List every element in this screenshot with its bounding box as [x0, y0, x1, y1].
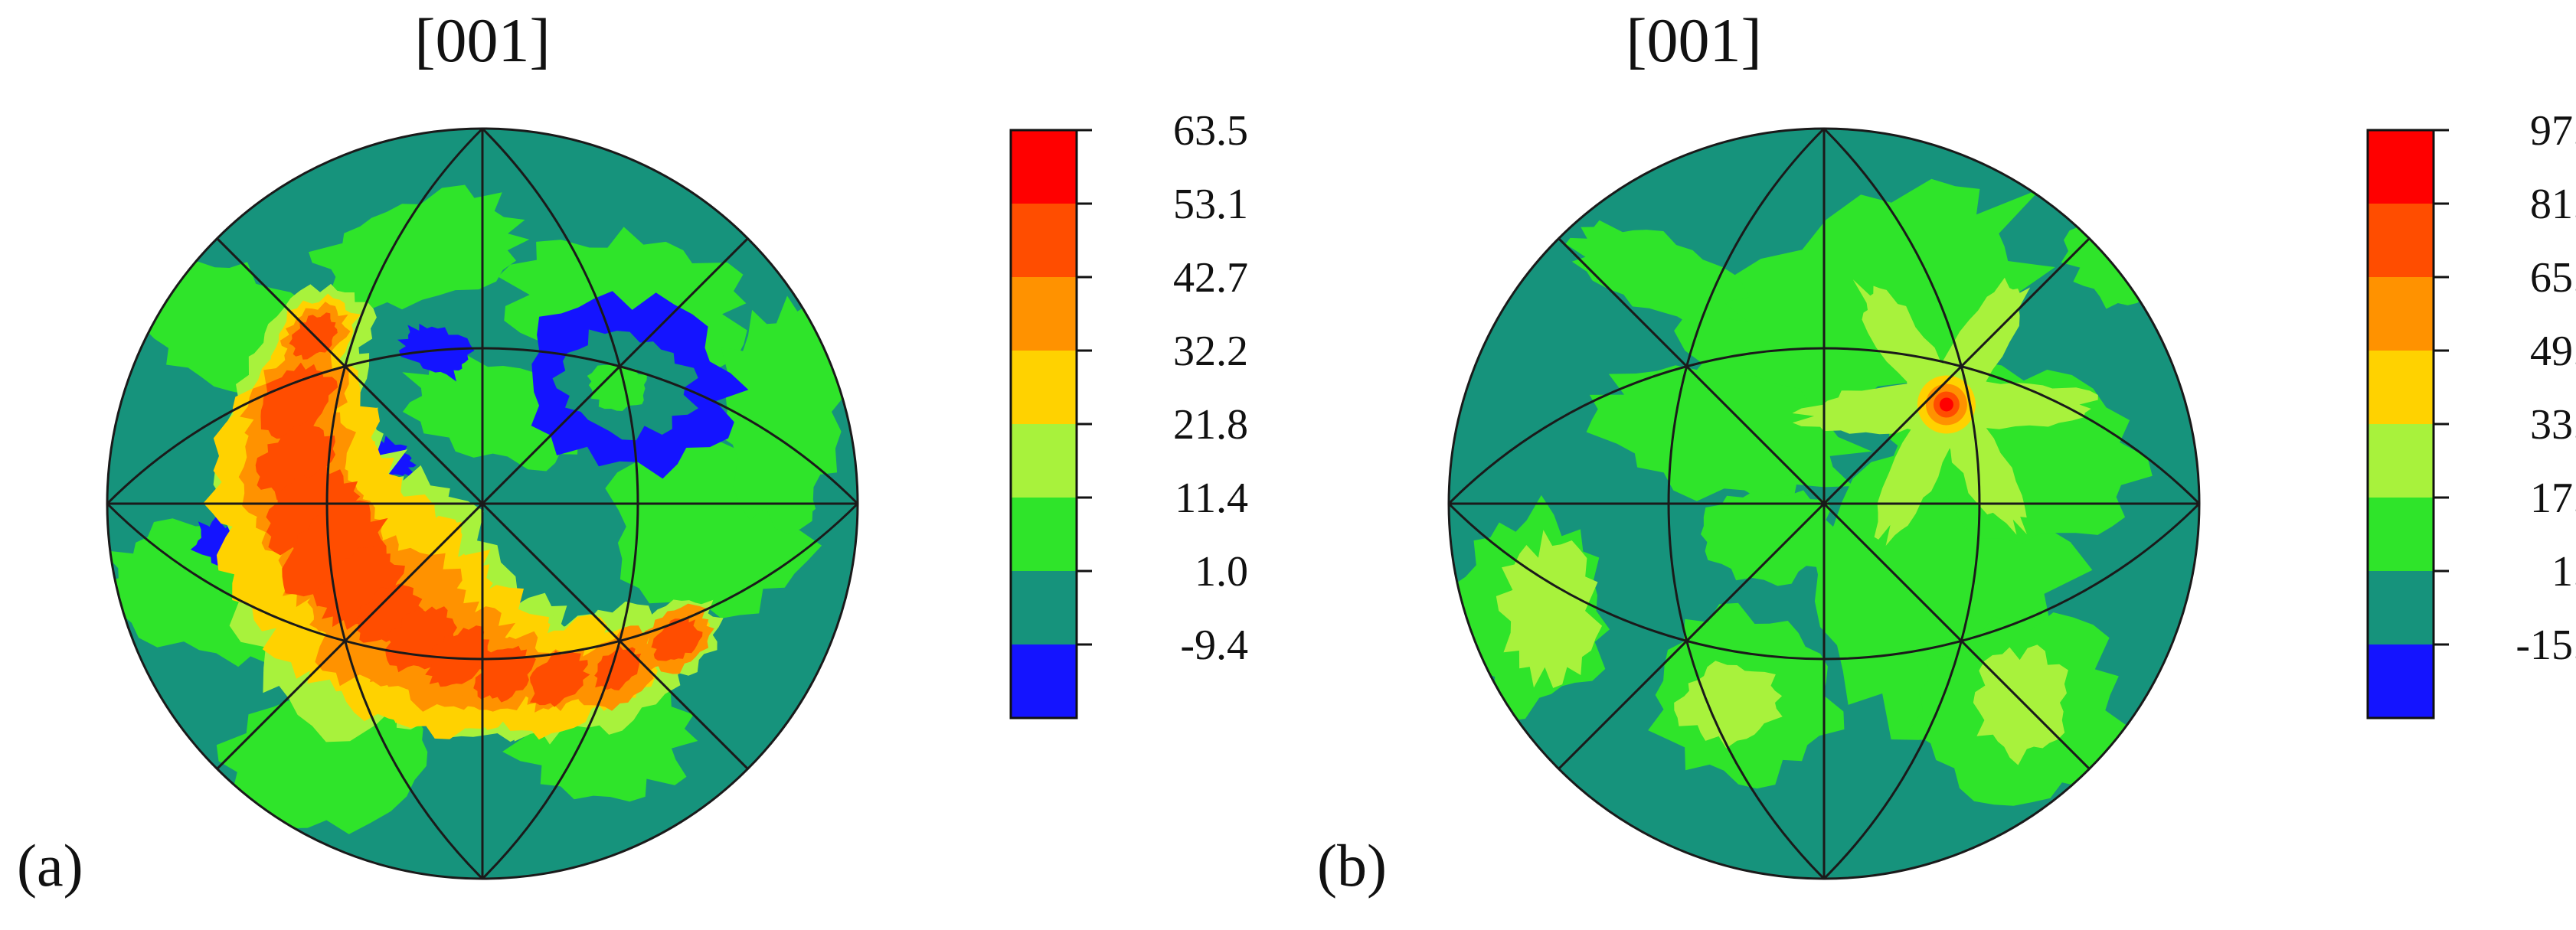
- pole-figure-panel-b: [001] 97.3 81.2 65.2 49.1 33.1 17.0 1.0 -15.0 (…: [1288, 0, 2576, 930]
- colorbar-tick-label: 1.0: [1195, 548, 1248, 596]
- colorbar-swatch: [1011, 571, 1077, 644]
- colorbar-swatch: [2368, 351, 2434, 424]
- projection-grid: [106, 127, 859, 880]
- high-density-band: [529, 651, 590, 707]
- density-contour: [587, 364, 647, 411]
- colorbar-tick-label: 33.1: [2530, 401, 2576, 449]
- colorbar-tick-label: 42.7: [1173, 254, 1248, 302]
- colorbar-tick-label: 49.1: [2530, 328, 2576, 375]
- colorbar-swatch: [1011, 351, 1077, 424]
- colorbar-tick-label: -15.0: [2516, 622, 2576, 669]
- colorbar-swatch: [2368, 644, 2434, 718]
- great-circle-arc: [106, 502, 859, 661]
- high-density-band: [594, 645, 642, 690]
- panel-label: (a): [17, 832, 83, 899]
- colorbar-swatch: [2368, 277, 2434, 351]
- colorbar-tick-label: 65.2: [2530, 254, 2576, 302]
- pole-figure-b: [1447, 127, 2201, 880]
- colorbar-swatch: [1011, 130, 1077, 204]
- high-density-band: [260, 362, 338, 439]
- high-density-band: [651, 615, 703, 661]
- pole-figure-title: [001]: [1626, 5, 1762, 75]
- density-contour: [1666, 178, 2055, 442]
- high-density-band: [425, 625, 494, 687]
- colorbar-swatch: [2368, 424, 2434, 498]
- colorbar-tick-label: 63.5: [1173, 107, 1248, 155]
- diameter-line: [1558, 237, 2091, 770]
- density-contour: [1701, 490, 1833, 586]
- high-density-band: [255, 419, 335, 500]
- panel-label: (b): [1317, 832, 1387, 899]
- diameter-line: [216, 237, 749, 770]
- pole-figure-a: [106, 127, 859, 880]
- density-contour: [1496, 530, 1603, 688]
- colorbar-tick-label: 21.8: [1173, 401, 1248, 449]
- colorbar-tick-label: 97.3: [2530, 107, 2576, 155]
- colorbar-tick-label: 32.2: [1173, 328, 1248, 375]
- colorbar-tick-label: 17.0: [2530, 475, 2576, 522]
- great-circle-arc: [1447, 347, 2201, 505]
- colorbar-tick-label: -9.4: [1180, 622, 1248, 669]
- colorbar-a: 63.5 53.1 42.7 32.2 21.8 11.4 1.0 -9.4: [1009, 107, 1248, 720]
- colorbar-tick-label: 53.1: [1173, 181, 1248, 228]
- density-contour: [1973, 644, 2068, 765]
- colorbar-swatch: [2368, 130, 2434, 204]
- colorbar-tick-label: 11.4: [1175, 475, 1248, 522]
- density-peak: [1939, 397, 1953, 412]
- colorbar-b: 97.3 81.2 65.2 49.1 33.1 17.0 1.0 -15.0: [2366, 107, 2576, 720]
- great-circle-arc: [1822, 127, 1981, 880]
- great-circle-arc: [325, 127, 484, 880]
- colorbar-tick-label: 1.0: [2551, 548, 2576, 596]
- pole-figure-panel-a: [001] 63.5 53.1 42.7 32.2 21.8 11.4 1.0 -9.4 (a…: [17, 5, 1248, 899]
- colorbar-swatch: [2368, 204, 2434, 277]
- colorbar-swatch: [2368, 498, 2434, 571]
- density-contour: [309, 184, 530, 315]
- pole-figure-outline: [106, 127, 859, 880]
- great-circle-arc: [1667, 127, 1826, 880]
- density-contour: [1565, 220, 1751, 331]
- colorbar-swatch: [2368, 571, 2434, 644]
- colorbar-swatch: [1011, 498, 1077, 571]
- projection-grid: [1447, 127, 2201, 880]
- colorbar-swatch: [1011, 644, 1077, 718]
- colorbar-swatch: [1011, 204, 1077, 277]
- pole-figure-title: [001]: [414, 5, 551, 75]
- great-circle-arc: [106, 347, 859, 505]
- density-contour: [715, 295, 850, 534]
- great-circle-arc: [481, 127, 639, 880]
- pole-figure-outline: [1447, 127, 2201, 880]
- colorbar-swatch: [1011, 424, 1077, 498]
- density-contour: [397, 323, 475, 382]
- colorbar-swatch: [1011, 277, 1077, 351]
- great-circle-arc: [1447, 502, 2201, 661]
- density-contour: [1674, 661, 1783, 749]
- density-contour: [1586, 365, 1872, 510]
- colorbar-tick-label: 81.2: [2530, 181, 2576, 228]
